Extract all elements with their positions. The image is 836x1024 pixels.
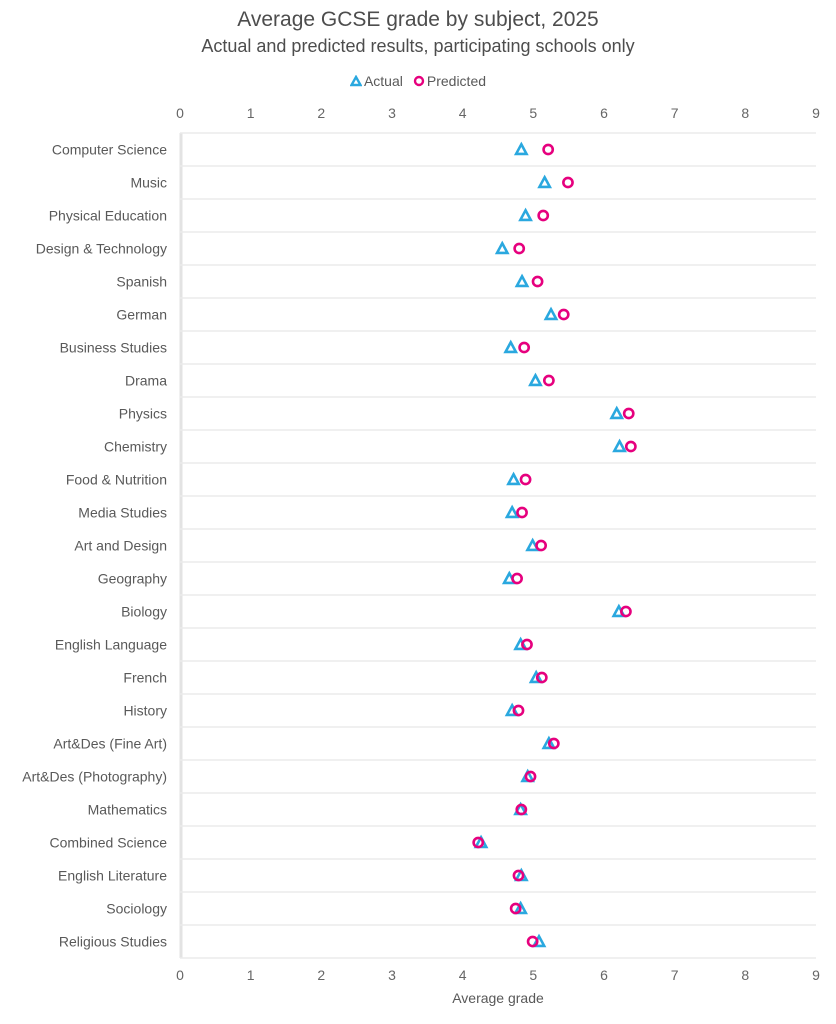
predicted-point	[537, 209, 550, 222]
predicted-point	[519, 473, 532, 486]
actual-point	[514, 273, 530, 288]
x-tick-label-top: 1	[247, 105, 255, 121]
category-label: Geography	[98, 571, 167, 587]
x-tick-label-bottom: 8	[741, 967, 749, 983]
category-label: Business Studies	[60, 340, 167, 356]
category-label: Mathematics	[88, 802, 167, 818]
category-label: Religious Studies	[59, 934, 167, 950]
predicted-point	[624, 440, 637, 453]
category-label: French	[123, 670, 167, 686]
x-tick-label-bottom: 1	[247, 967, 255, 983]
category-label: Art&Des (Fine Art)	[53, 736, 167, 752]
x-tick-label-top: 6	[600, 105, 608, 121]
chart-title: Average GCSE grade by subject, 2025	[237, 8, 599, 31]
actual-point	[543, 306, 559, 321]
x-tick-label-bottom: 9	[812, 967, 820, 983]
x-tick-label-bottom: 5	[529, 967, 537, 983]
legend-item-predicted: Predicted	[413, 73, 486, 89]
category-label: Design & Technology	[36, 241, 167, 257]
x-tick-label-top: 5	[529, 105, 537, 121]
x-tick-label-bottom: 4	[459, 967, 467, 983]
actual-point	[513, 900, 528, 915]
x-tick-label-bottom: 7	[671, 967, 679, 983]
x-tick-label-top: 7	[671, 105, 679, 121]
x-tick-label-bottom: 3	[388, 967, 396, 983]
circle-marker-icon	[413, 75, 425, 87]
predicted-point	[535, 671, 548, 684]
category-label: Art&Des (Photography)	[22, 769, 167, 785]
category-label: Biology	[121, 604, 167, 620]
category-label: Music	[130, 175, 167, 191]
actual-point	[537, 174, 553, 189]
category-label: Computer Science	[52, 142, 167, 158]
actual-point	[541, 735, 557, 750]
x-tick-label-top: 9	[812, 105, 820, 121]
x-tick-label-top: 2	[317, 105, 325, 121]
actual-point	[528, 372, 543, 387]
actual-point	[494, 240, 510, 255]
category-label: English Language	[55, 637, 167, 653]
category-label: Drama	[125, 373, 167, 389]
category-label: Food & Nutrition	[66, 472, 167, 488]
predicted-point	[511, 572, 523, 585]
x-tick-label-bottom: 6	[600, 967, 608, 983]
actual-point	[528, 669, 544, 684]
predicted-point	[535, 539, 548, 552]
actual-point	[518, 207, 533, 222]
predicted-point	[472, 836, 485, 849]
legend-label-actual: Actual	[363, 73, 403, 89]
category-label: Sociology	[106, 901, 167, 917]
actual-point	[609, 405, 625, 420]
category-label: Chemistry	[104, 439, 167, 455]
x-tick-label-top: 4	[459, 105, 467, 121]
actual-point	[503, 339, 519, 354]
predicted-point	[620, 605, 632, 618]
category-label: Combined Science	[49, 835, 167, 851]
chart-subtitle: Actual and predicted results, participat…	[201, 36, 635, 56]
predicted-point	[515, 803, 528, 816]
actual-point	[504, 504, 520, 519]
category-label: Physics	[119, 406, 167, 422]
x-tick-label-top: 0	[176, 105, 184, 121]
predicted-point	[526, 935, 539, 948]
x-tick-label-bottom: 0	[176, 967, 184, 983]
predicted-point	[542, 143, 555, 156]
predicted-point	[512, 704, 525, 717]
predicted-point	[512, 869, 525, 882]
legend-label-predicted: Predicted	[426, 73, 487, 89]
predicted-point	[531, 275, 544, 288]
predicted-point	[547, 737, 560, 750]
predicted-point	[516, 506, 528, 519]
predicted-point	[521, 638, 533, 651]
legend: Actual Predicted	[0, 73, 836, 89]
predicted-point	[562, 176, 574, 189]
x-axis-title: Average grade	[452, 990, 544, 1006]
x-tick-label-top: 3	[388, 105, 396, 121]
predicted-point	[557, 308, 570, 321]
actual-point	[513, 141, 529, 156]
predicted-point	[622, 407, 635, 420]
x-tick-label-bottom: 2	[317, 967, 325, 983]
category-label: Art and Design	[74, 538, 167, 554]
category-label: English Literature	[58, 868, 167, 884]
predicted-point	[524, 770, 537, 783]
category-label: Physical Education	[49, 208, 167, 224]
predicted-point	[518, 341, 531, 354]
predicted-point	[509, 902, 522, 915]
category-label: German	[116, 307, 167, 323]
x-tick-label-top: 8	[741, 105, 749, 121]
category-label: Media Studies	[78, 505, 167, 521]
predicted-point	[542, 374, 555, 387]
actual-point	[506, 471, 521, 486]
predicted-point	[513, 242, 526, 255]
category-label: History	[123, 703, 167, 719]
actual-point	[612, 438, 627, 453]
triangle-marker-icon	[349, 75, 362, 87]
category-label: Spanish	[116, 274, 167, 290]
legend-item-actual: Actual	[349, 73, 403, 89]
